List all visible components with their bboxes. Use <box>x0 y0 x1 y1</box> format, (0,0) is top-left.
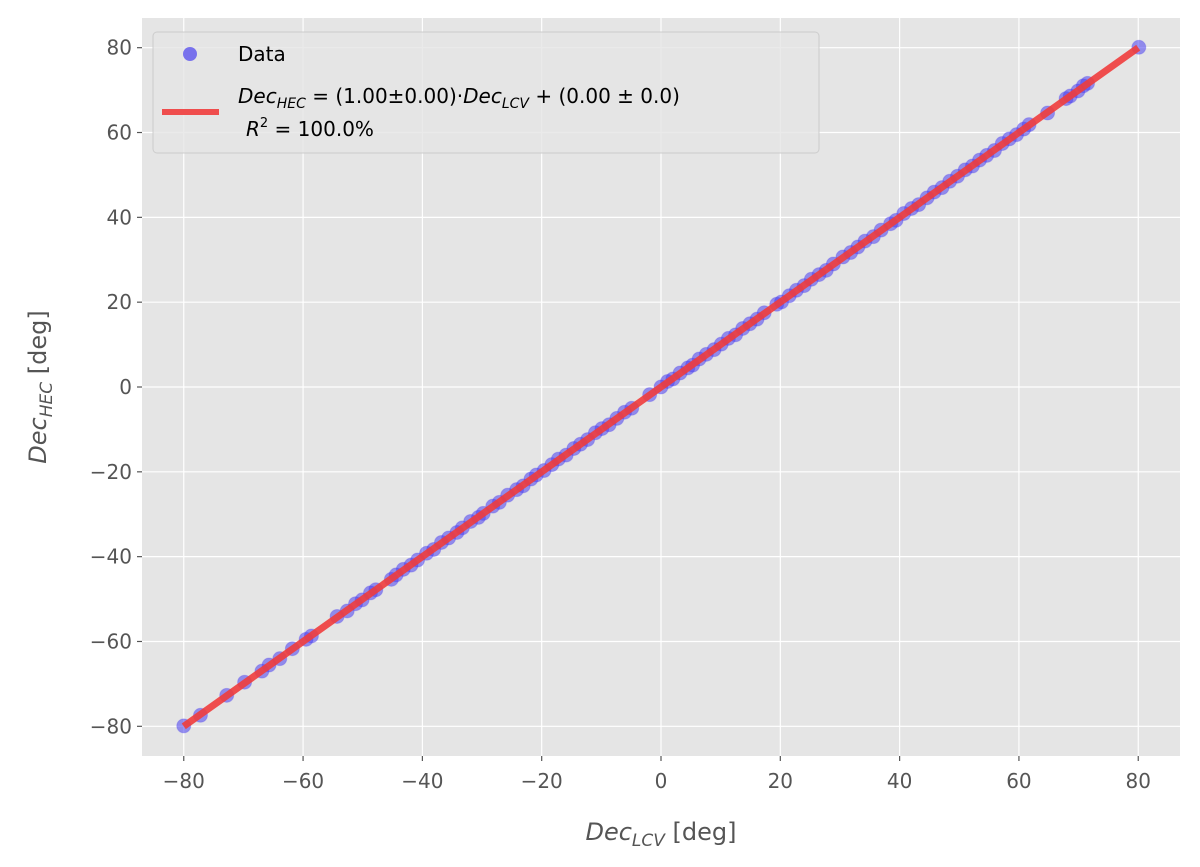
x-tick-label: −40 <box>401 769 443 793</box>
y-tick-label: −60 <box>90 629 132 653</box>
y-tick-label: 0 <box>119 375 132 399</box>
fit-line <box>181 44 1141 730</box>
x-tick-label: 0 <box>655 769 668 793</box>
y-tick-label: 20 <box>107 290 132 314</box>
x-tick-label: 60 <box>1006 769 1031 793</box>
x-tick-label: 80 <box>1126 769 1151 793</box>
y-tick-label: 60 <box>107 121 132 145</box>
legend-label-data: Data <box>238 42 286 66</box>
legend-box <box>152 31 820 154</box>
x-tick-label: 40 <box>887 769 912 793</box>
y-axis-label: DecHEC [deg] <box>24 310 57 463</box>
y-tick-label: 80 <box>107 36 132 60</box>
x-tick-label: −80 <box>163 769 205 793</box>
y-tick-labels: −80 −60 −40 −20 0 20 40 60 80 <box>90 36 142 738</box>
x-axis-label: DecLCV [deg] <box>585 818 736 851</box>
fit-line-layer <box>181 44 1141 730</box>
legend-label-fit-line1: DecHEC = (1.00±0.00)·DecLCV + (0.00 ± 0.… <box>238 84 680 112</box>
x-tick-labels: −80 −60 −40 −20 0 20 40 60 80 <box>163 756 1151 793</box>
y-tick-label: 40 <box>107 205 132 229</box>
x-tick-label: −20 <box>521 769 563 793</box>
legend: Data DecHEC = (1.00±0.00)·DecLCV + (0.00… <box>152 31 820 154</box>
x-tick-label: −60 <box>282 769 324 793</box>
x-tick-label: 20 <box>768 769 793 793</box>
legend-label-fit-line2: R2 = 100.0% <box>246 116 374 141</box>
y-tick-label: −40 <box>90 545 132 569</box>
y-tick-label: −20 <box>90 460 132 484</box>
legend-marker-data <box>183 47 197 61</box>
y-tick-label: −80 <box>90 714 132 738</box>
